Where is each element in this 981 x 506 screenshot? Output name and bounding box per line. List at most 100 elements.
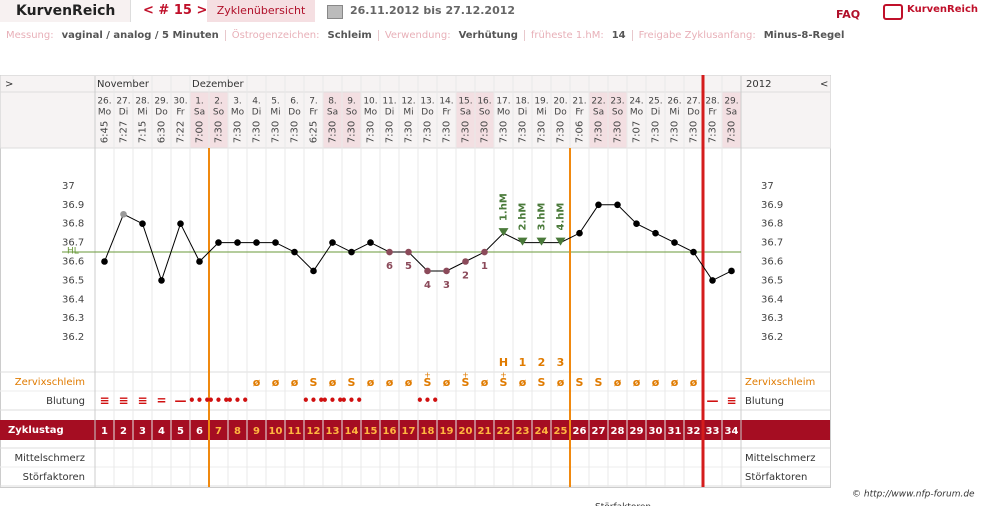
temperature-point	[329, 239, 336, 246]
info-value: Verhütung	[458, 30, 518, 41]
zervix-value: ø	[557, 376, 565, 389]
hm-point	[536, 237, 547, 246]
zervix-value: ø	[690, 376, 698, 389]
low-label: 1	[481, 261, 488, 272]
y-tick-label: 37	[62, 181, 75, 192]
zyklustag-value: 30	[649, 426, 663, 437]
faq-link[interactable]: FAQ	[836, 8, 861, 21]
temperature-point	[633, 220, 640, 227]
date: 21.	[572, 97, 586, 107]
zervix-value: ø	[253, 376, 261, 389]
weekday: Do	[155, 108, 168, 118]
temperature-point	[595, 201, 602, 209]
date: 17.	[496, 97, 510, 107]
weekend-header	[342, 92, 361, 148]
weekday: Di	[385, 108, 394, 118]
date: 14.	[439, 97, 453, 107]
y-tick-label-right: 37	[761, 181, 774, 192]
zyklustag-value: 26	[573, 426, 587, 437]
temperature-point	[576, 229, 583, 237]
temperature-point	[652, 229, 659, 237]
weekday: Fr	[442, 108, 451, 118]
peak-label: 1	[519, 356, 527, 369]
hm-point	[555, 237, 566, 246]
temperature-point	[709, 277, 716, 284]
hm-point	[498, 228, 509, 237]
info-value: Minus-8-Regel	[763, 30, 845, 41]
weekend-header	[589, 92, 608, 148]
zyklustag-value: 10	[269, 426, 283, 437]
logo-icon	[883, 4, 903, 20]
info-value: Schleim	[327, 30, 372, 41]
info-group: Verwendung: Verhütung	[377, 30, 524, 41]
zyklustag-value: 14	[345, 426, 359, 437]
footer: © http://www.nfp-forum.de	[852, 490, 975, 500]
year: 2012	[746, 79, 771, 90]
temperature-point	[367, 239, 374, 246]
zyklustag-value: 25	[554, 426, 568, 437]
temperature-point	[614, 201, 621, 209]
zervix-value: S	[595, 376, 603, 389]
weekend-header	[190, 92, 209, 148]
low-label: 2	[462, 271, 469, 282]
info-group: Messung: vaginal / analog / 5 Minuten	[6, 30, 225, 41]
time: 7:30	[442, 121, 453, 143]
zyklustag-value: 21	[478, 426, 492, 437]
weekday: Mo	[364, 108, 378, 118]
info-value: 14	[611, 30, 626, 41]
zyklustag-value: 29	[630, 426, 644, 437]
temperature-point	[728, 267, 735, 275]
zyklustag-value: 3	[139, 426, 146, 437]
low-label: 3	[443, 280, 450, 291]
blutung-value: •••	[207, 394, 230, 408]
weekday: Sa	[726, 108, 737, 118]
blutung-value: ≡	[99, 394, 109, 408]
coverline-label: HL	[67, 247, 79, 257]
y-tick-label-right: 36.4	[761, 294, 783, 305]
info-group: Östrogenzeichen: Schleim	[224, 30, 378, 41]
weekday: Sa	[593, 108, 604, 118]
time: 7:30	[518, 121, 529, 143]
zyklustag-value: 22	[497, 426, 511, 437]
hm-label: 1.hM	[499, 193, 510, 221]
blutung-value: ≡	[137, 394, 147, 408]
mittelschmerz-label: Mittelschmerz	[15, 453, 85, 464]
time: 7:30	[328, 121, 339, 143]
y-tick-label: 36.3	[62, 313, 84, 324]
weekday: Mi	[403, 108, 413, 118]
printer-icon[interactable]	[327, 5, 343, 19]
temperature-line	[104, 204, 732, 282]
info-label: früheste 1.hM:	[530, 30, 604, 41]
blutung-value: •••	[340, 394, 363, 408]
stoerfaktoren-label: Störfaktoren	[23, 472, 85, 483]
info-label: Verwendung:	[384, 30, 451, 41]
cycle-nav[interactable]: < # 15 >	[143, 3, 208, 18]
temperature-point	[348, 248, 355, 256]
zyklustag-value: 19	[440, 426, 454, 437]
blutung-value: •••	[416, 394, 439, 408]
zervix-label-right: Zervixschleim	[745, 377, 815, 388]
zyklustag-value: 23	[516, 426, 530, 437]
time: 7:30	[290, 121, 301, 143]
zervix-value: ø	[291, 376, 299, 389]
zervix-plus: +	[462, 371, 469, 380]
time: 7:30	[708, 121, 719, 143]
info-label: Messung:	[6, 30, 54, 41]
peak-label: 3	[557, 356, 565, 369]
date: 27.	[686, 97, 700, 107]
app-box	[0, 0, 131, 22]
zervix-value: ø	[519, 376, 527, 389]
blutung-label: Blutung	[46, 396, 85, 407]
zyklustag-value: 9	[253, 426, 260, 437]
overview-link[interactable]: Zyklenübersicht	[207, 0, 315, 22]
weekend-header	[722, 92, 741, 148]
weekday: Mo	[98, 108, 112, 118]
date: 8.	[328, 97, 337, 107]
weekday: Di	[119, 108, 128, 118]
low-label: 4	[424, 280, 431, 291]
y-tick-label: 36.2	[62, 332, 84, 343]
zervix-value: ø	[614, 376, 622, 389]
time: 7:00	[195, 121, 206, 143]
temperature-point	[443, 267, 450, 275]
weekend-header	[456, 92, 475, 148]
